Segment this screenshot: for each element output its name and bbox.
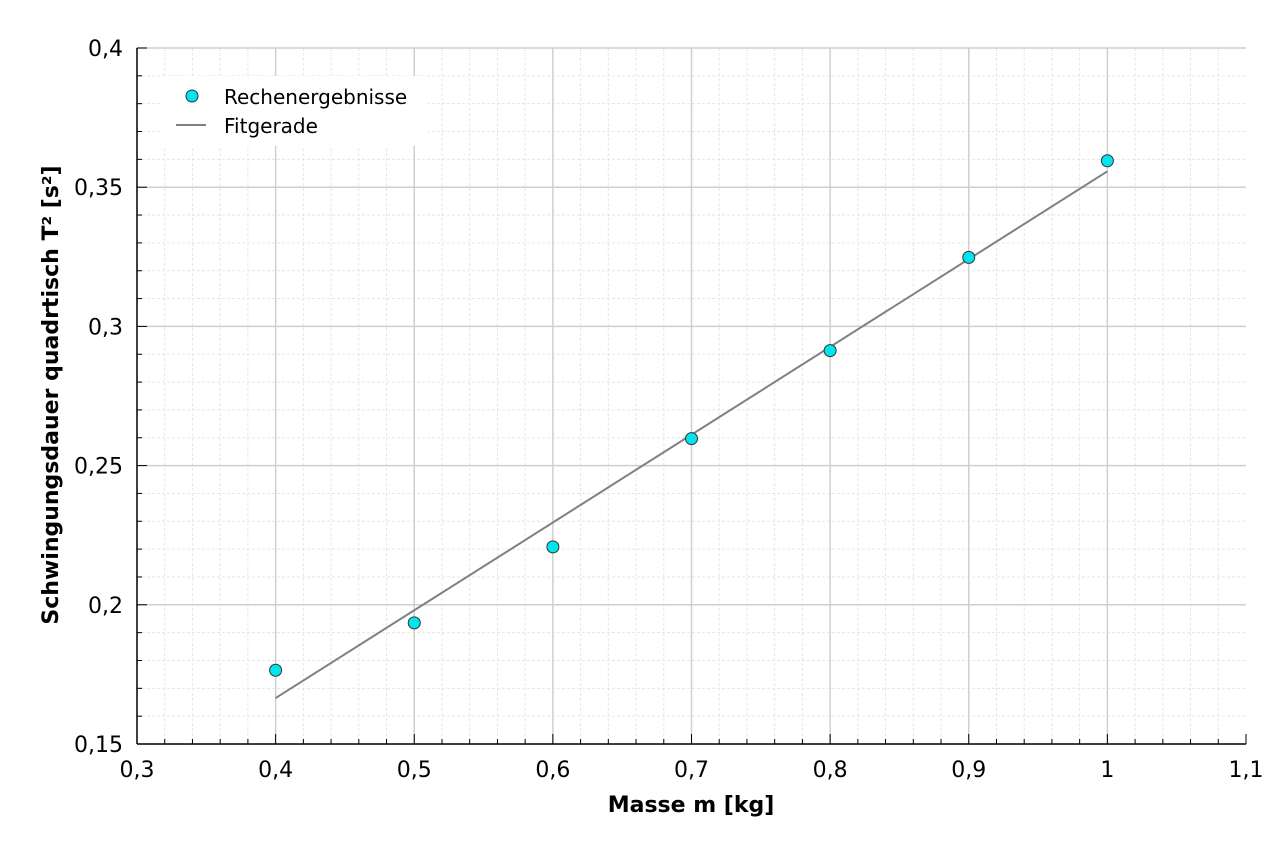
x-tick-label: 0,7 xyxy=(674,758,709,783)
x-tick-label: 0,8 xyxy=(813,758,848,783)
y-tick-label: 0,3 xyxy=(88,315,123,340)
y-tick-label: 0,2 xyxy=(88,594,123,619)
grid-major xyxy=(137,47,1246,744)
data-point xyxy=(269,663,283,677)
data-point xyxy=(823,344,837,358)
data-point xyxy=(1100,154,1114,168)
x-tick-label: 0,3 xyxy=(120,758,155,783)
x-tick-label: 0,6 xyxy=(535,758,570,783)
legend-label-fitgerade: Fitgerade xyxy=(224,114,318,138)
ticks: 0,3 0,4 0,5 0,6 0,7 0,8 0,9 1 1,1 0,15 0,2 0,25 0,3 0… xyxy=(74,37,1263,783)
data-point xyxy=(962,250,976,264)
data-point xyxy=(546,540,560,554)
y-tick-label: 0,4 xyxy=(88,37,123,62)
legend: Rechenergebnisse Fitgerade xyxy=(160,76,428,146)
y-tick-label: 0,15 xyxy=(74,733,123,758)
y-tick-label: 0,25 xyxy=(74,455,123,480)
grid-minor xyxy=(137,48,1246,744)
y-tick-label: 0,35 xyxy=(74,176,123,201)
data-point xyxy=(407,616,421,630)
legend-background xyxy=(160,76,428,146)
series-layer xyxy=(269,154,1114,699)
x-tick-label: 0,5 xyxy=(397,758,432,783)
x-tick-label: 0,4 xyxy=(258,758,293,783)
legend-label-rechenergebnisse: Rechenergebnisse xyxy=(224,85,407,109)
x-tick-label: 0,9 xyxy=(951,758,986,783)
y-axis-title: Schwingungsdauer quadrtisch T² [s²] xyxy=(39,165,64,624)
data-point xyxy=(685,432,698,446)
x-axis-title: Masse m [kg] xyxy=(608,793,775,818)
x-tick-label: 1 xyxy=(1100,758,1114,783)
legend-marker-rechenergebnisse xyxy=(185,89,199,103)
x-tick-label: 1,1 xyxy=(1229,758,1264,783)
